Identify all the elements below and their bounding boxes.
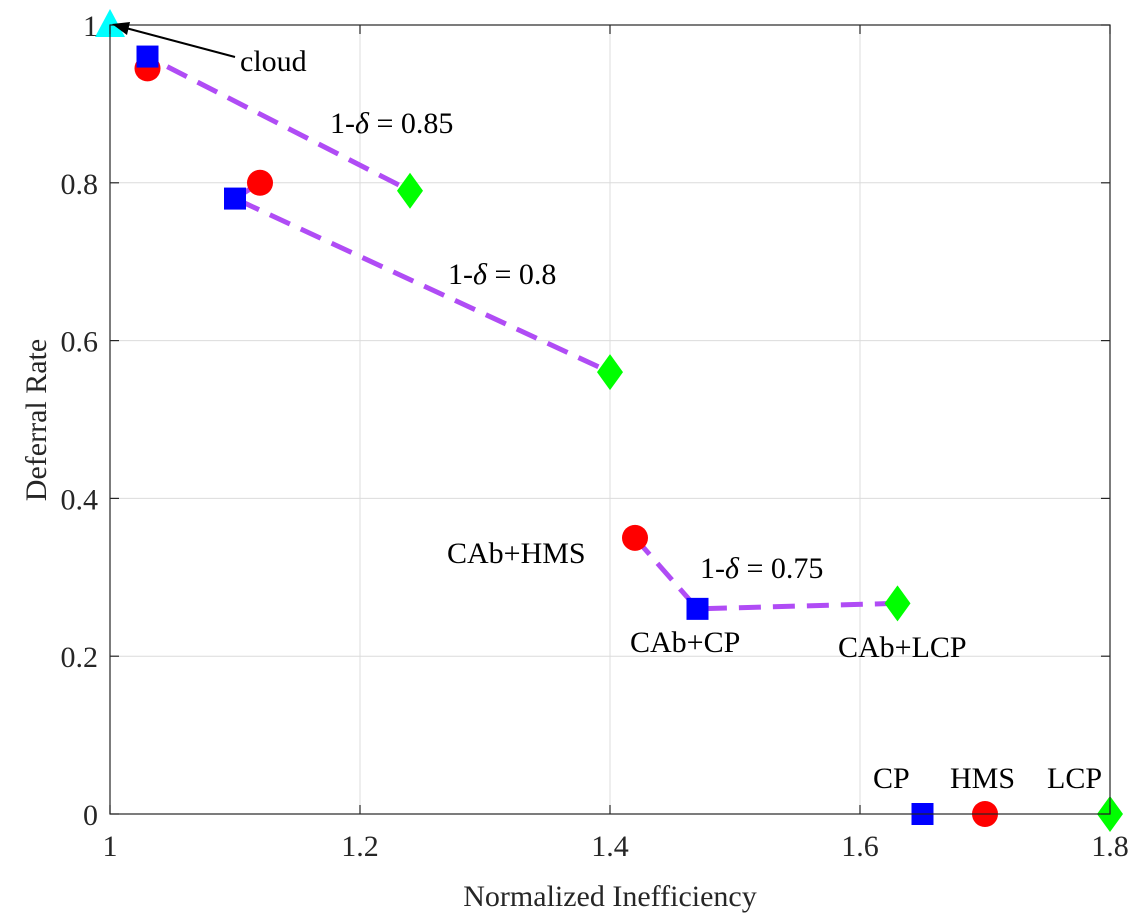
annotation-delta-075-symbol: δ xyxy=(725,552,740,585)
x-axis-label: Normalized Inefficiency xyxy=(463,880,756,913)
tick-labels: 1 1.2 1.4 1.6 1.8 0 0.2 0.4 0.6 0.8 1 xyxy=(61,10,1129,863)
cp-marker xyxy=(136,45,159,68)
x-tick-label: 1 xyxy=(103,830,118,863)
annotation-delta-075-value: = 0.75 xyxy=(739,552,823,585)
annotation-delta-085-symbol: δ xyxy=(355,107,370,140)
lcp-marker xyxy=(597,354,623,391)
grid xyxy=(110,25,1110,814)
annotation-delta-075-prefix: 1- xyxy=(700,552,725,585)
x-tick-label: 1.2 xyxy=(341,830,379,863)
y-tick-label: 0 xyxy=(83,799,98,832)
annotation-delta-08-prefix: 1- xyxy=(448,258,473,291)
cloud-marker xyxy=(95,9,125,37)
y-axis-label: Deferral Rate xyxy=(20,339,53,501)
annotation-delta-075: 1-δ = 0.75 xyxy=(700,552,823,585)
annotation-delta-085: 1-δ = 0.85 xyxy=(330,107,453,140)
annotation-cab-cp: CAb+CP xyxy=(630,626,740,659)
annotation-cab-lcp: CAb+LCP xyxy=(838,631,967,664)
lcp-marker xyxy=(397,172,423,209)
annotation-delta-085-prefix: 1- xyxy=(330,107,355,140)
hms-marker xyxy=(622,524,648,551)
frontier-lines xyxy=(145,52,898,612)
annotation-delta-08-symbol: δ xyxy=(473,258,488,291)
annotation-lcp: LCP xyxy=(1047,762,1102,795)
y-tick-label: 0.8 xyxy=(61,168,99,201)
x-tick-label: 1.8 xyxy=(1091,830,1129,863)
y-tick-label: 1 xyxy=(83,10,98,43)
x-tick-label: 1.4 xyxy=(591,830,629,863)
hms-marker xyxy=(247,169,273,196)
x-tick-label: 1.6 xyxy=(841,830,879,863)
cp-marker xyxy=(224,187,246,210)
y-tick-label: 0.6 xyxy=(61,326,99,359)
annotation-delta-085-value: = 0.85 xyxy=(369,107,453,140)
cp-marker xyxy=(686,597,709,620)
annotation-hms: HMS xyxy=(950,762,1015,795)
annotation-cp: CP xyxy=(873,762,910,795)
y-tick-label: 0.4 xyxy=(61,483,99,516)
annotation-cloud: cloud xyxy=(240,45,307,78)
lcp-marker xyxy=(884,585,911,622)
annotation-cab-hms: CAb+HMS xyxy=(447,537,586,570)
annotation-delta-08: 1-δ = 0.8 xyxy=(448,258,556,291)
cloud-arrow xyxy=(112,22,236,58)
markers xyxy=(95,9,1123,832)
y-tick-label: 0.2 xyxy=(61,641,99,674)
annotation-delta-08-value: = 0.8 xyxy=(487,258,556,291)
